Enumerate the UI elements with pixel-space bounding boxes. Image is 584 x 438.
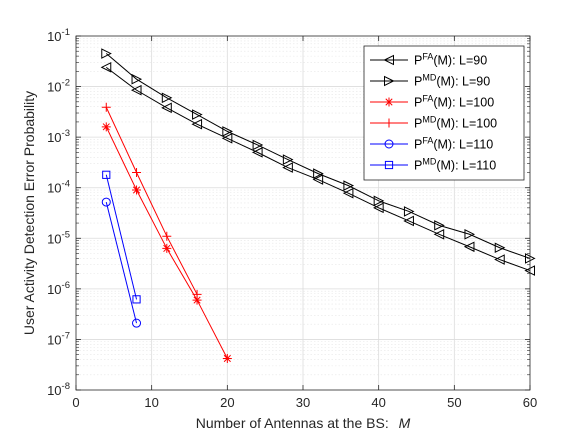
y-tick-label: 10-6 [47, 280, 70, 297]
axis-labels: Number of Antennas at the BS: M User Act… [21, 91, 411, 431]
x-axis-label-var: M [399, 415, 411, 431]
y-tick-label: 10-7 [47, 330, 70, 347]
data-point [130, 84, 142, 96]
data-point [251, 147, 263, 158]
data-point [101, 48, 112, 59]
data-point [101, 122, 111, 132]
legend-label: PFA(M): L=90 [414, 52, 487, 68]
data-point [132, 318, 142, 328]
legend-marker [384, 139, 394, 149]
data-point [101, 102, 111, 112]
legend-marker [384, 75, 395, 87]
legend-label: PMD(M): L=90 [414, 73, 490, 89]
data-point [161, 102, 172, 114]
data-point [403, 215, 414, 227]
data-point [494, 254, 505, 265]
data-point [343, 180, 355, 191]
series-2 [101, 48, 536, 264]
legend-entry: PFA(M): L=100 [370, 94, 494, 110]
data-point [282, 154, 294, 165]
data-point [192, 289, 202, 299]
legend-entry: PMD(M): L=110 [370, 157, 496, 173]
x-tick-label: 60 [523, 395, 537, 410]
data-point [132, 185, 142, 195]
series-line [105, 66, 531, 272]
legend: PFA(M): L=90 PMD(M): L=90 PFA(M): L=100 PMD… [363, 45, 525, 181]
data-point [373, 202, 384, 214]
legend-marker [384, 160, 394, 170]
legend-box [363, 45, 525, 181]
data-point [342, 187, 354, 199]
x-tick-label: 30 [296, 395, 310, 410]
x-axis-label-text: Number of Antennas at the BS: [196, 415, 389, 431]
series-line [105, 126, 228, 359]
legend-label: PFA(M): L=100 [414, 94, 494, 110]
x-tick-label: 40 [371, 395, 385, 410]
series-line [105, 107, 198, 295]
ticks: 0 10 20 30 40 50 60 10-8 10-7 10-6 10-5 10-4 10-3 10-… [47, 27, 537, 410]
data-point [191, 118, 203, 130]
data-point [102, 170, 111, 179]
data-point [312, 174, 324, 185]
series-line [105, 53, 531, 259]
legend-marker [384, 118, 394, 128]
data-point [373, 195, 385, 207]
x-axis-label: Number of Antennas at the BS: M [196, 415, 411, 431]
x-tick-label: 50 [447, 395, 461, 410]
data-point [192, 295, 202, 305]
legend-label: PFA(M): L=110 [414, 136, 493, 152]
series-3 [101, 122, 232, 363]
y-tick-label: 10-4 [47, 179, 70, 196]
data-point [494, 242, 506, 254]
series-4 [101, 102, 202, 299]
x-tick-label: 0 [72, 395, 79, 410]
y-tick-label: 10-2 [47, 78, 70, 95]
y-tick-label: 10-5 [47, 229, 70, 246]
series-line [105, 174, 138, 300]
data-point [192, 109, 203, 120]
x-tick-label: 10 [144, 395, 158, 410]
data-point [252, 139, 264, 151]
data-point [313, 168, 324, 179]
data-point [221, 132, 233, 144]
data-point [222, 126, 233, 137]
data-point [101, 197, 111, 207]
legend-entry: PFA(M): L=90 [370, 52, 487, 68]
data-point [434, 220, 445, 231]
series-line [105, 201, 138, 324]
data-point [132, 295, 141, 304]
data-point [282, 162, 293, 173]
legend-label: PMD(M): L=100 [414, 115, 497, 131]
data-point [131, 73, 143, 85]
data-point [162, 231, 172, 241]
legend-marker [384, 97, 394, 107]
y-tick-label: 10-8 [47, 381, 70, 398]
x-tick-label: 20 [220, 395, 234, 410]
y-axis-label: User Activity Detection Error Probabilit… [21, 91, 37, 335]
legend-marker [383, 54, 394, 66]
series-layer [100, 48, 536, 363]
y-tick-label: 10-3 [47, 128, 70, 145]
legend-label: PMD(M): L=110 [414, 157, 496, 173]
legend-entry: PMD(M): L=90 [370, 73, 490, 89]
data-point [161, 92, 173, 104]
y-tick-label: 10-1 [47, 27, 70, 44]
data-point [463, 241, 475, 253]
data-point [162, 243, 172, 253]
legend-entry: PMD(M): L=100 [370, 115, 497, 131]
data-point [403, 206, 415, 217]
series-5 [101, 197, 142, 328]
data-point [100, 62, 112, 73]
legend-entry: PFA(M): L=110 [370, 136, 493, 152]
data-point [132, 167, 142, 177]
series-6 [102, 170, 141, 304]
data-point [464, 228, 476, 240]
data-point [433, 228, 445, 240]
data-point [222, 353, 232, 363]
